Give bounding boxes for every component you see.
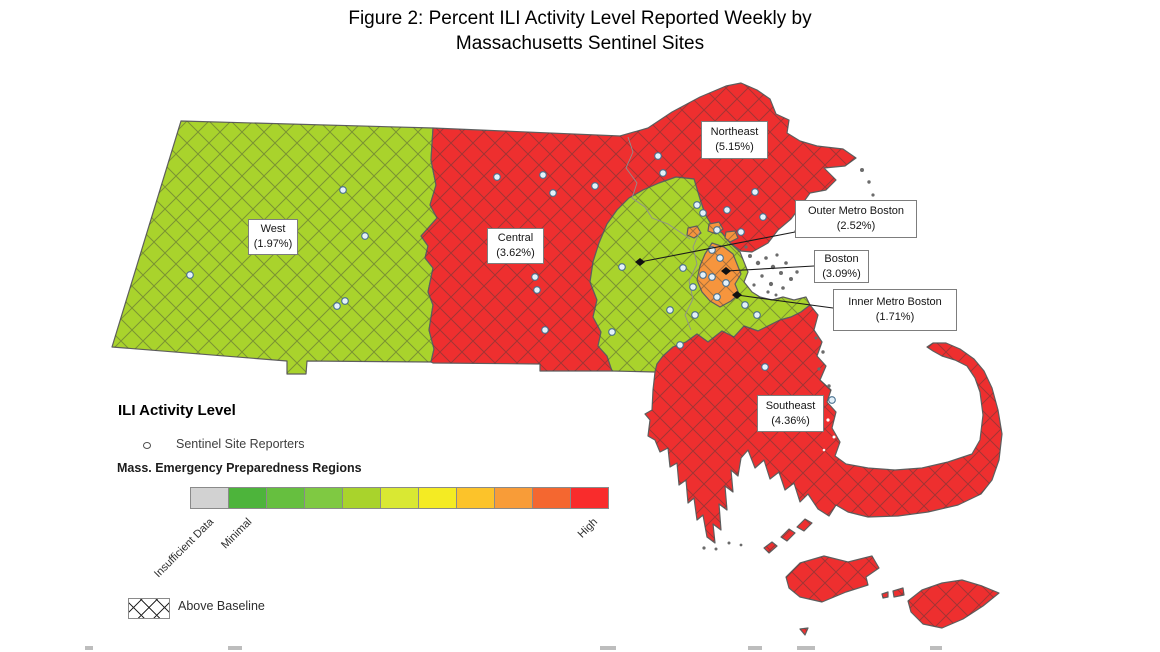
sentinel-site-dot [699,209,707,217]
sentinel-site-dot [654,152,662,160]
region-value: (3.62%) [496,247,535,259]
leader-diamond-icon [721,267,731,275]
sentinel-site-dot [608,328,616,336]
sentinel-site-dot [699,271,707,279]
region-name: Northeast [710,126,759,138]
cropped-text-fragment [797,646,815,650]
sentinel-site-dot [691,311,699,319]
region-value: (1.71%) [875,311,915,323]
region-label-northeast: Northeast (5.15%) [701,121,768,159]
sentinel-site-dot [186,271,194,279]
sentinel-site-dot [618,263,626,271]
sentinel-site-dot [361,232,369,240]
region-value: (5.15%) [715,141,754,153]
region-label-outer-metro-boston: Outer Metro Boston (2.52%) [795,200,917,238]
scale-segment [419,488,457,508]
figure-title: Figure 2: Percent ILI Activity Level Rep… [0,6,1160,56]
leader-diamond-icon [635,258,645,266]
leader-outer-metro-boston [639,231,796,263]
sentinel-site-dot [676,341,684,349]
region-name: Inner Metro Boston [848,296,942,308]
cropped-text-fragment [85,646,93,650]
sentinel-site-dot [723,206,731,214]
region-value: (3.09%) [822,267,861,280]
scale-segment [267,488,305,508]
scale-segment [571,488,608,508]
label-leader-lines [635,231,834,309]
leader-boston [725,265,815,272]
sentinel-site-dot [753,311,761,319]
leader-diamond-icon [732,291,742,299]
sentinel-site-dot [741,301,749,309]
sentinel-site-dot [679,264,687,272]
figure-title-line1: Figure 2: Percent ILI Activity Level Rep… [348,8,812,29]
sentinel-site-dot [659,169,667,177]
scale-segment [457,488,495,508]
activity-scale-bar [190,487,609,509]
scale-segment [381,488,419,508]
region-value: (1.97%) [253,238,293,250]
scale-segment [305,488,343,508]
region-name: Boston [824,252,859,265]
sentinel-site-dot [533,286,541,294]
sentinel-site-dot [549,189,557,197]
region-name: Central [497,232,534,244]
cropped-text-fragment [748,646,762,650]
sentinel-site-dot [759,213,767,221]
sentinel-site-dot [591,182,599,190]
sentinel-site-dot [828,396,836,404]
sentinel-site-dot [341,297,349,305]
sentinel-site-dot [761,363,769,371]
scale-segment [229,488,267,508]
region-value: (4.36%) [771,414,810,427]
sentinel-site-dot [531,273,539,281]
sentinel-site-dot [333,302,341,310]
scale-segment [343,488,381,508]
scale-segment [533,488,571,508]
above-baseline-swatch [128,598,170,619]
region-label-boston: Boston (3.09%) [814,250,869,283]
region-name: Southeast [765,399,816,412]
cropped-text-fragment [930,646,942,650]
region-label-southeast: Southeast (4.36%) [757,395,824,432]
cropped-text-fragment [228,646,242,650]
legend-heading: ILI Activity Level [118,402,236,419]
scale-heading: Mass. Emergency Preparedness Regions [117,461,362,475]
sentinel-site-dot [541,326,549,334]
above-baseline-label: Above Baseline [178,599,265,613]
sentinel-site-dot [666,306,674,314]
region-label-west: West (1.97%) [248,219,298,255]
sentinel-site-dot [722,279,730,287]
leader-inner-metro-boston [736,294,834,309]
sentinel-site-dot [751,188,759,196]
sentinel-site-dot [493,173,501,181]
scale-segment [495,488,533,508]
region-name: Outer Metro Boston [808,205,904,217]
sentinel-site-dot [539,171,547,179]
cropped-text-fragment [600,646,616,650]
sentinel-site-dot [693,201,701,209]
sentinel-site-dot [689,283,697,291]
sentinel-site-dot [339,186,347,194]
sentinel-site-dot [737,228,745,236]
sentinel-site-dot [708,273,716,281]
sentinel-site-dot [716,254,724,262]
sentinel-site-icon [143,442,151,449]
region-value: (2.52%) [836,220,876,232]
internal-boundaries [625,136,701,331]
sentinel-site-dot [713,226,721,234]
sentinel-site-label: Sentinel Site Reporters [176,437,305,451]
region-name: West [260,223,286,235]
region-southeast [644,304,1003,636]
region-label-central: Central (3.62%) [487,228,544,264]
scale-segment [191,488,229,508]
figure-title-line2: Massachusetts Sentinel Sites [455,33,705,54]
region-label-inner-metro-boston: Inner Metro Boston (1.71%) [833,289,957,331]
sentinel-site-dot [713,293,721,301]
